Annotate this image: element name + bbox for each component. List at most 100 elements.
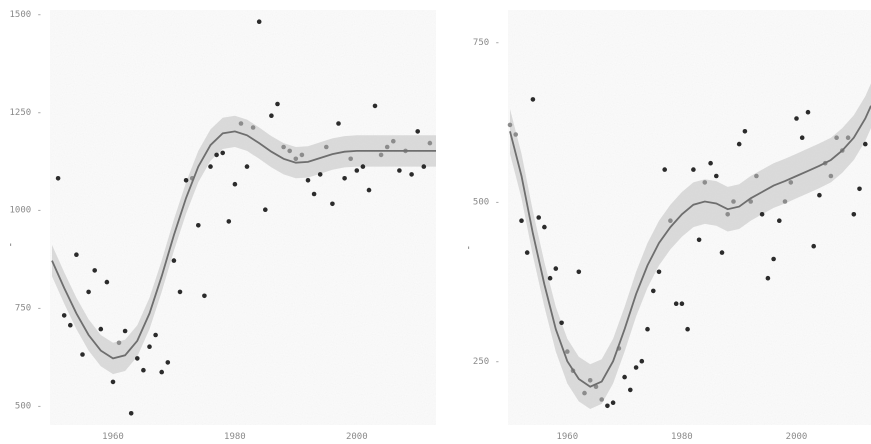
data-point bbox=[372, 103, 378, 109]
data-point bbox=[98, 326, 104, 332]
data-point bbox=[851, 212, 857, 217]
trend-line bbox=[51, 130, 436, 360]
y-tick-label: 1500 - bbox=[9, 10, 42, 20]
data-point bbox=[748, 199, 753, 204]
y-tick-label: 250 - bbox=[473, 357, 500, 367]
data-point bbox=[208, 164, 213, 169]
data-point bbox=[226, 219, 232, 224]
data-point bbox=[299, 152, 305, 158]
data-point bbox=[348, 156, 354, 162]
data-point bbox=[311, 191, 317, 197]
data-point bbox=[863, 141, 868, 147]
data-point bbox=[263, 207, 268, 212]
data-point bbox=[605, 403, 610, 409]
data-point bbox=[628, 387, 633, 393]
data-point bbox=[559, 320, 564, 326]
data-point bbox=[244, 164, 250, 169]
data-point bbox=[645, 326, 650, 332]
data-point bbox=[507, 122, 513, 128]
data-point bbox=[147, 344, 152, 350]
data-point bbox=[679, 301, 685, 307]
data-point bbox=[633, 365, 639, 370]
data-point bbox=[415, 129, 421, 134]
data-point bbox=[366, 187, 372, 193]
data-point bbox=[421, 164, 427, 169]
data-point bbox=[845, 135, 851, 140]
data-point bbox=[565, 349, 570, 354]
data-point bbox=[719, 250, 725, 255]
data-point bbox=[55, 176, 61, 181]
x-tick-label: 2000 bbox=[346, 432, 368, 442]
data-point bbox=[128, 411, 134, 416]
data-point bbox=[275, 101, 280, 107]
data-point bbox=[708, 160, 713, 166]
data-point bbox=[74, 252, 79, 257]
data-point bbox=[92, 268, 97, 273]
data-point bbox=[135, 356, 140, 361]
trend-line bbox=[509, 105, 871, 388]
data-point bbox=[788, 180, 794, 185]
data-point bbox=[547, 275, 553, 281]
confidence-band bbox=[510, 83, 871, 410]
data-point bbox=[799, 135, 805, 140]
data-point bbox=[771, 256, 776, 262]
y-tick-label: 500 - bbox=[473, 198, 500, 208]
data-point bbox=[202, 293, 207, 299]
data-point bbox=[397, 168, 402, 173]
data-point bbox=[587, 378, 593, 383]
data-point bbox=[782, 199, 788, 204]
data-point bbox=[553, 266, 559, 271]
data-point bbox=[530, 97, 536, 102]
data-point bbox=[828, 173, 834, 179]
data-point bbox=[857, 186, 862, 192]
data-point bbox=[220, 150, 225, 156]
data-point bbox=[324, 144, 329, 150]
x-tick-label: 2000 bbox=[786, 432, 808, 442]
data-point bbox=[384, 144, 390, 150]
data-point bbox=[214, 152, 219, 158]
data-point bbox=[811, 243, 816, 249]
data-point bbox=[354, 168, 360, 173]
data-point bbox=[656, 269, 662, 275]
x-tick-label: 1960 bbox=[102, 432, 124, 442]
x-tick-label: 1980 bbox=[224, 432, 246, 442]
data-point bbox=[141, 367, 146, 373]
data-point bbox=[116, 340, 122, 346]
data-point bbox=[685, 326, 690, 332]
data-point bbox=[542, 224, 547, 230]
data-point bbox=[305, 178, 311, 183]
data-point bbox=[742, 129, 748, 134]
data-point bbox=[110, 379, 116, 385]
data-point bbox=[668, 218, 673, 223]
data-point bbox=[281, 144, 286, 150]
data-point bbox=[576, 269, 582, 275]
data-point bbox=[293, 156, 299, 162]
data-point bbox=[68, 322, 73, 328]
data-point bbox=[599, 397, 604, 402]
y-tick-label: 500 - bbox=[15, 401, 42, 411]
data-point bbox=[360, 164, 366, 169]
data-point bbox=[177, 289, 183, 295]
x-tick-label: 1980 bbox=[671, 432, 693, 442]
data-point bbox=[794, 116, 799, 121]
data-point bbox=[754, 173, 759, 179]
data-point bbox=[378, 152, 384, 158]
data-point bbox=[256, 19, 262, 25]
data-point bbox=[524, 250, 530, 255]
confidence-band bbox=[52, 115, 436, 375]
data-point bbox=[519, 218, 524, 223]
data-point bbox=[153, 332, 158, 338]
right-chart-y-axis-marker: ' bbox=[466, 246, 471, 256]
y-tick-label: 750 - bbox=[473, 38, 500, 48]
data-point bbox=[342, 176, 347, 181]
data-point bbox=[662, 167, 667, 172]
data-point bbox=[232, 181, 238, 187]
data-point bbox=[777, 218, 782, 223]
data-point bbox=[61, 313, 67, 318]
data-point bbox=[238, 121, 244, 126]
data-point bbox=[250, 125, 256, 130]
data-point bbox=[165, 360, 171, 365]
data-point bbox=[691, 167, 696, 172]
data-point bbox=[702, 180, 708, 185]
data-point bbox=[805, 109, 811, 115]
